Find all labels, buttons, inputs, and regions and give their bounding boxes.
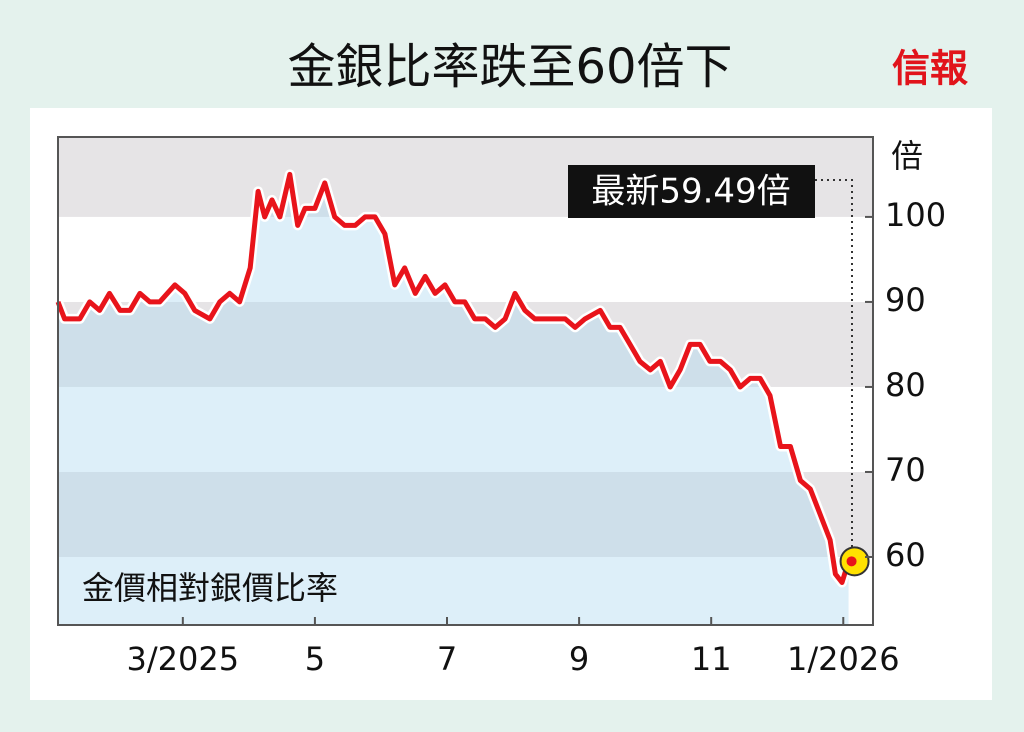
band [58,556,873,625]
latest-dot [846,556,857,567]
y-tick-label: 70 [885,451,926,489]
annotation: 最新59.49倍 [591,172,790,212]
band [58,471,873,557]
x-tick-label: 5 [305,640,325,678]
y-tick-label: 90 [885,281,926,319]
area [58,174,849,625]
x-tick-label: 3/2025 [127,640,240,678]
leader-line [815,179,853,562]
y-unit: 倍 [891,137,923,175]
chart-title: 金銀比率跌至60倍下 [287,39,732,95]
y-tick-label: 100 [885,196,946,234]
x-tick-label: 11 [691,640,732,678]
y-tick-label: 60 [885,536,926,574]
legend-label: 金價相對銀價比率 [82,569,338,607]
x-tick-label: 7 [437,640,457,678]
y-tick-label: 80 [885,366,926,404]
line [55,171,851,585]
annotation-box [568,165,815,218]
band [58,386,873,472]
x-tick-label: 9 [569,640,589,678]
plot-frame [57,136,874,626]
brand: 信報 [892,46,968,91]
x-tick-label: 1/2026 [787,640,900,678]
band [58,216,873,302]
